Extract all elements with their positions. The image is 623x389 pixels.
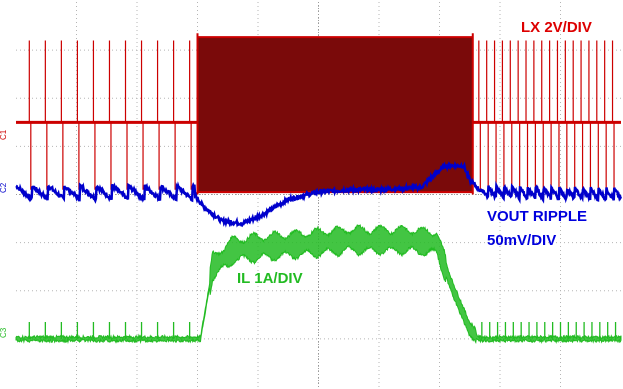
channel-marker-c3: C3 [0,327,8,338]
lx-dense-switching [197,37,473,193]
il-label: IL 1A/DIV [237,270,303,287]
channel-marker-c1: C1 [0,129,8,140]
vout-ripple-trace [15,161,623,228]
traces [15,33,623,345]
lx-label: LX 2V/DIV [521,19,592,36]
channel-labels: LX 2V/DIV VOUT RIPPLE 50mV/DIV IL 1A/DIV [237,19,592,287]
il-current-trace [15,224,622,345]
lx-spikes [28,40,615,190]
vout-label-line1: VOUT RIPPLE [487,208,587,225]
channel-markers: C1 C2 C3 [0,129,8,338]
channel-marker-c2: C2 [0,182,8,193]
il-spikes [28,322,617,339]
vout-label-line2: 50mV/DIV [487,232,556,249]
